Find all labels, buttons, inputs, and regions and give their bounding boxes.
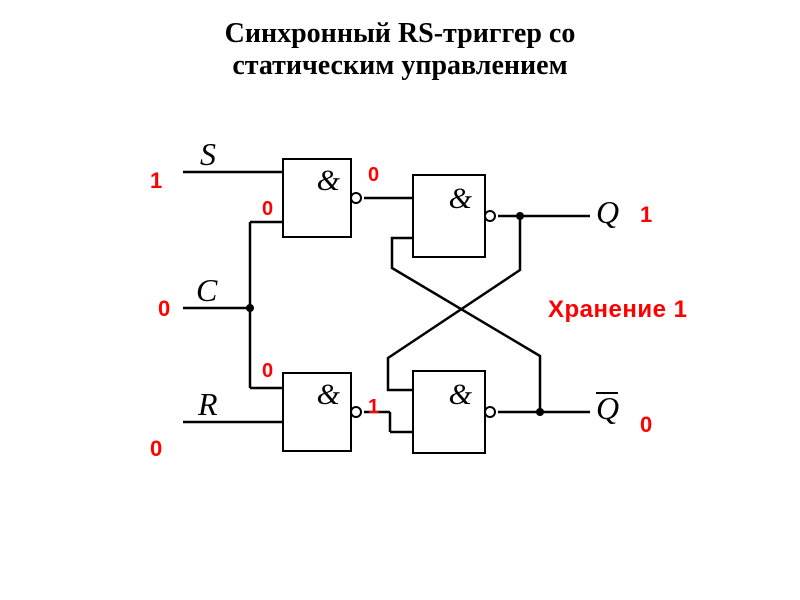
gate-2-nand: &: [412, 174, 486, 258]
gate-1-symbol: &: [317, 164, 340, 198]
gate-3-nand: &: [282, 372, 352, 452]
label-s: S: [200, 136, 216, 173]
gate-1-bubble: [350, 192, 362, 204]
label-q: Q: [596, 194, 619, 231]
value-qbar-out: 0: [640, 412, 652, 438]
gate-2-symbol: &: [449, 182, 472, 216]
qbar-overline: [596, 392, 618, 394]
label-c: C: [196, 272, 217, 309]
value-g1-out: 0: [368, 164, 379, 187]
gate-3-bubble: [350, 406, 362, 418]
value-g3-out: 1: [368, 396, 379, 419]
value-c-in: 0: [158, 296, 170, 322]
gate-3-symbol: &: [317, 378, 340, 412]
value-g1-lower-in: 0: [262, 198, 273, 221]
circuit-diagram: & & & & S C R Q Q 1 0 0 0 0 0 1 1 0 Хран…: [0, 0, 800, 600]
status-text: Хранение 1: [548, 296, 687, 324]
gate-2-bubble: [484, 210, 496, 222]
value-g3-upper-in: 0: [262, 360, 273, 383]
value-s-in: 1: [150, 168, 162, 194]
gate-1-nand: &: [282, 158, 352, 238]
label-r: R: [198, 386, 218, 423]
value-q-out: 1: [640, 202, 652, 228]
gate-4-nand: &: [412, 370, 486, 454]
label-qbar: Q: [596, 390, 619, 427]
gate-4-bubble: [484, 406, 496, 418]
gate-4-symbol: &: [449, 378, 472, 412]
value-r-in: 0: [150, 436, 162, 462]
